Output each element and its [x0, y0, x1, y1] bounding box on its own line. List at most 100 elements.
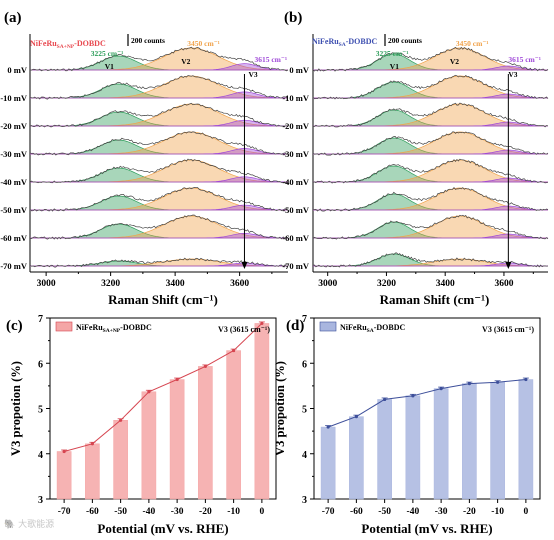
peak-position-v3-a: 3615 cm⁻¹	[254, 55, 287, 64]
trace-label-b-0: 0 mV	[289, 65, 309, 75]
plot-frame-c	[49, 317, 277, 500]
bar-panel-d: (d) 3 4 5 6 7 V3 propotion (%) -70 -60 -50 -40 -30 -…	[273, 314, 541, 536]
trace-curve-a-1	[29, 75, 289, 100]
panel-label-d: (d)	[286, 318, 304, 334]
peak-name-v2-a: V2	[181, 57, 190, 66]
peak-v3-a-0	[30, 63, 288, 71]
trace-label-a-0: 0 mV	[7, 65, 27, 75]
y-tick-label-c-5: 5	[38, 405, 43, 416]
trend-point-d--40	[411, 394, 415, 398]
x-tick-label-a-3400: 3400	[166, 279, 185, 289]
trend-point-c-0	[260, 321, 264, 326]
peak-v3-a-4	[30, 176, 288, 183]
raman-panel-a: (a) 3000 3200 3400 3600 Raman Shift (cm⁻¹) 200…	[0, 10, 289, 307]
peak-v3-a-5	[30, 204, 288, 211]
trace-curve-a-6	[29, 214, 289, 240]
x-tick-label-d--50: -50	[378, 507, 391, 517]
bar-d--20	[462, 383, 477, 500]
legend-swatch-d	[319, 321, 337, 332]
bar-d--50	[377, 399, 392, 500]
bar-c--10	[226, 350, 241, 500]
bar-d--60	[349, 416, 364, 500]
v3-marker-arrowhead-b	[505, 262, 512, 269]
x-tick-label-d--10: -10	[491, 507, 504, 517]
bar-d-0	[518, 379, 534, 500]
annotation-c: V3 (3615 cm⁻¹)	[218, 325, 270, 334]
y-tick-label-c-4: 4	[38, 450, 43, 461]
bar-c--70	[56, 451, 72, 500]
sample-name-a: NiFeRuSA+NP-DOBDC	[30, 39, 106, 50]
trend-point-d--30	[439, 386, 443, 391]
peak-v3-b-3	[313, 149, 548, 155]
trace-label-a-6: -60 mV	[0, 233, 28, 243]
annotation-d: V3 (3615 cm⁻¹)	[482, 325, 534, 334]
x-axis-label-b: Raman Shift (cm⁻¹)	[380, 292, 490, 307]
trace-label-a-5: -50 mV	[0, 205, 28, 215]
peak-name-v2-b: V2	[450, 57, 459, 66]
trace-label-b-6: -60 mV	[282, 233, 310, 243]
x-tick-label-d--70: -70	[322, 507, 335, 517]
x-tick-label-c--20: -20	[199, 507, 212, 517]
x-tick-label-d-0: 0	[524, 507, 529, 517]
panel-label-a: (a)	[4, 10, 22, 26]
bar-panel-c: (c) 3 4 5 6 7 V3 propotion (%) -70 -60 -50 -40 -30 -…	[6, 314, 277, 536]
peak-position-v1-b: 3225 cm⁻¹	[376, 49, 409, 58]
x-axis-label-d: Potential (mV vs. RHE)	[361, 521, 492, 536]
x-tick-label-c--70: -70	[58, 507, 71, 517]
bar-d--10	[490, 382, 505, 500]
y-tick-label-d-5: 5	[302, 405, 307, 416]
trace-curve-b-0	[312, 46, 549, 72]
peak-name-v3-a: V3	[248, 70, 257, 79]
peak-v3-b-2	[313, 121, 548, 127]
trace-label-b-3: -30 mV	[282, 149, 310, 159]
trace-label-b-5: -50 mV	[282, 205, 310, 215]
trend-point-c--60	[90, 442, 94, 446]
bar-c--60	[85, 443, 100, 500]
x-tick-label-b-3400: 3400	[436, 279, 455, 289]
trend-point-d--10	[496, 380, 500, 384]
bar-d--70	[320, 426, 336, 500]
y-tick-label-c-3: 3	[38, 495, 43, 506]
x-axis-label-c: Potential (mV vs. RHE)	[97, 521, 228, 536]
raman-panel-b: (b) 3000 3200 3400 3600 Raman Shift (cm⁻¹) 200…	[282, 10, 549, 307]
legend-label-d: NiFeRuSA-DOBDC	[340, 323, 405, 334]
peak-v3-b-6	[313, 233, 548, 239]
y-axis-label-c: V3 propotion (%)	[9, 361, 23, 456]
legend-swatch-c	[55, 321, 73, 332]
panel-label-c: (c)	[6, 318, 23, 334]
y-axis-label-d: V3 propotion (%)	[273, 361, 287, 456]
bar-c-0	[254, 323, 270, 500]
peak-position-v3-b: 3615 cm⁻¹	[508, 55, 541, 64]
bar-c--20	[198, 366, 213, 500]
bar-d--40	[405, 395, 421, 500]
watermark: 🐘 大歌能源	[4, 520, 55, 530]
trend-point-c--50	[119, 418, 123, 422]
y-tick-label-c-6: 6	[38, 359, 43, 370]
x-tick-label-a-3200: 3200	[101, 279, 120, 289]
trace-label-a-3: -30 mV	[0, 149, 28, 159]
trace-label-a-4: -40 mV	[0, 177, 28, 187]
v3-marker-arrowhead-a	[241, 262, 248, 269]
legend-label-c: NiFeRuSA+NP-DOBDC	[76, 323, 152, 334]
trace-curve-a-4	[29, 158, 289, 184]
x-tick-label-b-3000: 3000	[318, 279, 337, 289]
bar-c--30	[169, 379, 185, 500]
trend-point-d-0	[524, 377, 528, 382]
trace-curve-a-3	[29, 131, 289, 156]
peak-position-v2-b: 3450 cm⁻¹	[456, 39, 489, 48]
peak-v3-a-6	[30, 233, 288, 239]
bar-c--40	[141, 391, 157, 500]
peak-v3-b-4	[313, 177, 548, 183]
y-tick-label-d-7: 7	[302, 314, 307, 325]
trace-label-a-1: -10 mV	[0, 93, 28, 103]
x-tick-label-d--60: -60	[350, 507, 363, 517]
trend-line-d	[327, 379, 526, 428]
x-tick-label-c--30: -30	[171, 507, 184, 517]
trace-label-b-4: -40 mV	[282, 177, 310, 187]
peak-name-v3-b: V3	[508, 70, 517, 79]
x-tick-label-a-3000: 3000	[37, 279, 56, 289]
scale-bar-label-b: 200 counts	[388, 36, 422, 45]
x-tick-label-c--60: -60	[86, 507, 99, 517]
trace-curve-a-2	[29, 102, 289, 128]
